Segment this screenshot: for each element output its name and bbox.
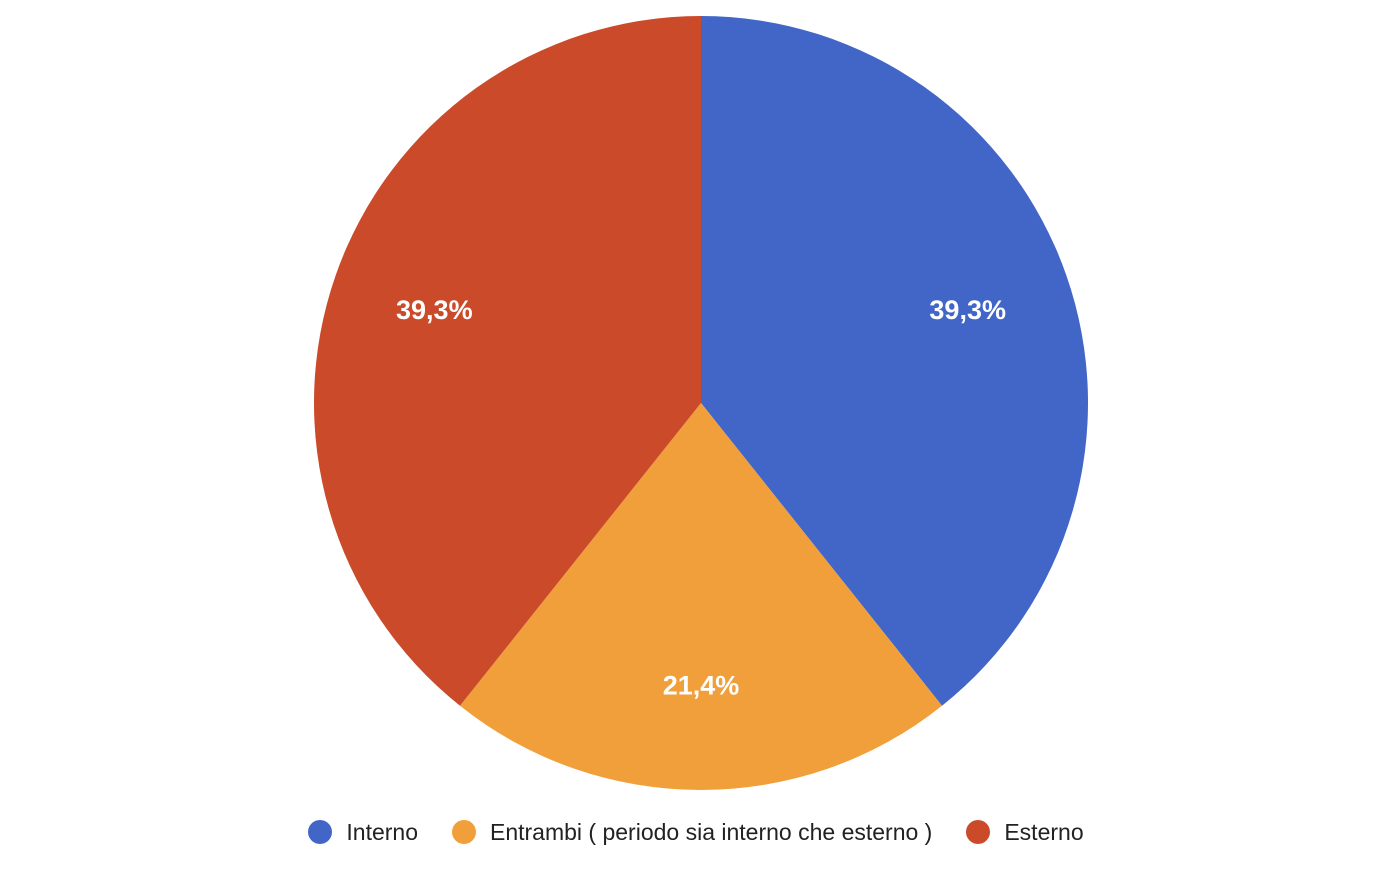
legend-label: Interno: [346, 818, 418, 845]
legend-swatch-icon: [966, 820, 991, 844]
legend: Interno Entrambi ( periodo sia interno ch…: [0, 812, 1392, 852]
pie-slice-1: [701, 16, 1088, 706]
slice-data-label-3: 39,3%: [396, 295, 473, 325]
pie-slice-2: [459, 403, 943, 790]
legend-label: Entrambi ( periodo sia interno che ester…: [490, 818, 933, 845]
legend-swatch-icon: [308, 820, 333, 844]
slice-data-label-2: 21,4%: [663, 671, 740, 701]
legend-item-2[interactable]: Entrambi ( periodo sia interno che ester…: [452, 819, 932, 846]
legend-swatch-icon: [452, 820, 476, 844]
slice-data-label-1: 39,3%: [929, 295, 1006, 325]
legend-item-3[interactable]: Esterno: [966, 818, 1084, 846]
pie-slice-3: [314, 16, 701, 706]
legend-label: Esterno: [1004, 818, 1084, 845]
legend-item-1[interactable]: Interno: [308, 819, 418, 846]
